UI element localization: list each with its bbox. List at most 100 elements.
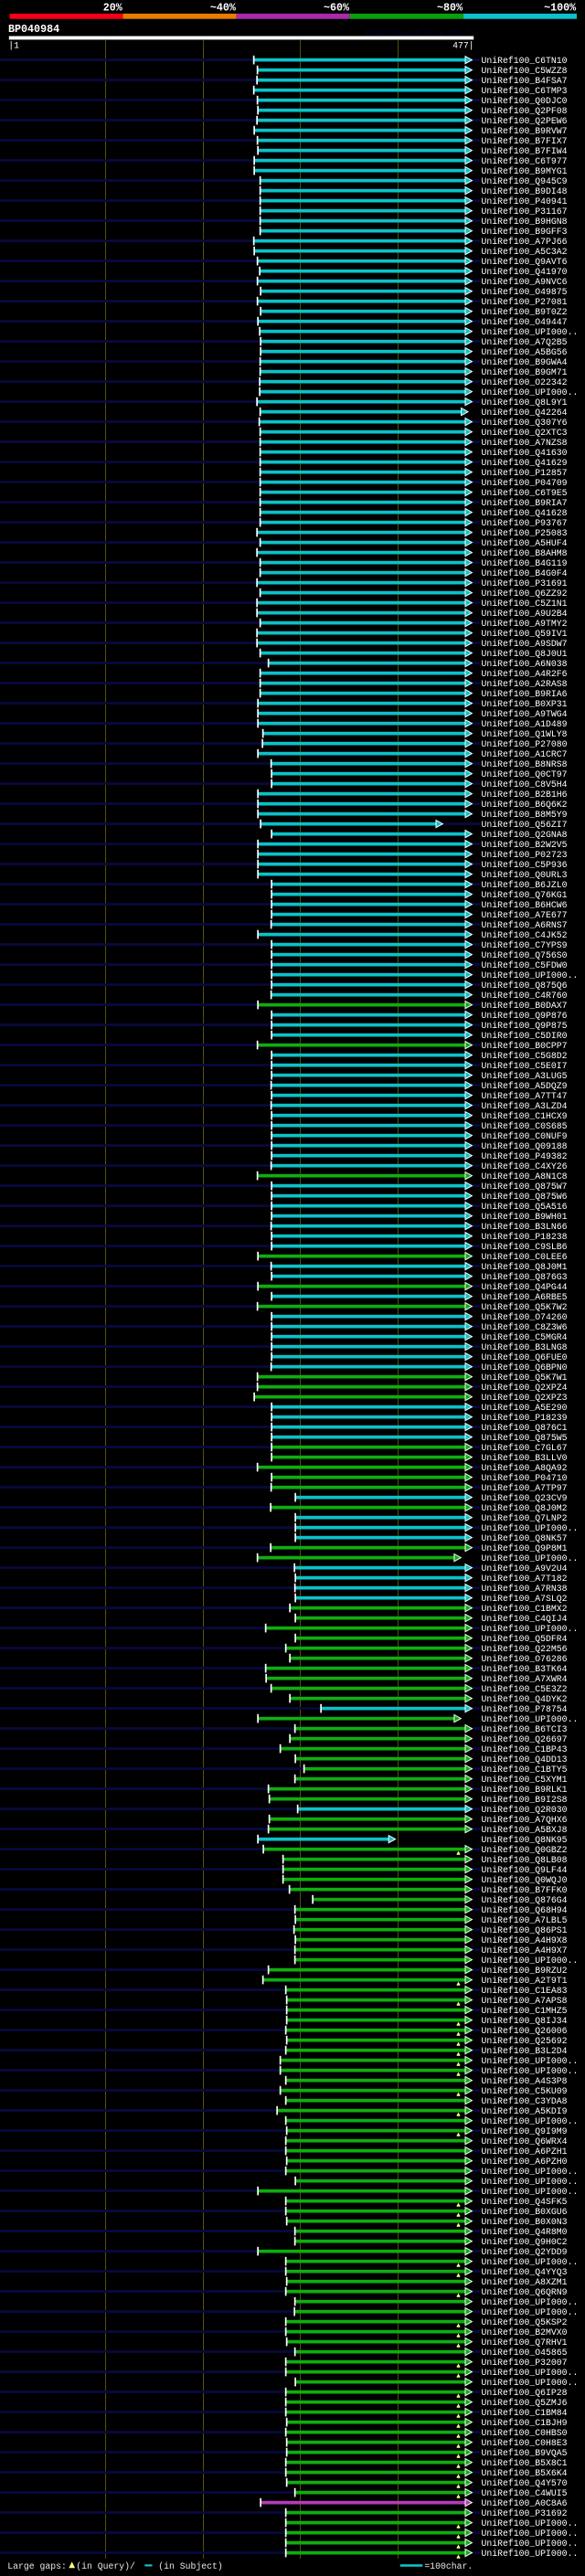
svg-text:UniRef100_B8NRS8: UniRef100_B8NRS8 xyxy=(482,759,568,769)
svg-text:UniRef100_B6JZL0: UniRef100_B6JZL0 xyxy=(482,880,568,890)
svg-text:UniRef100_Q23CV9: UniRef100_Q23CV9 xyxy=(482,1493,568,1503)
svg-text:UniRef100_C5Z1N1: UniRef100_C5Z1N1 xyxy=(482,599,568,609)
svg-text:UniRef100_Q876G4: UniRef100_Q876G4 xyxy=(482,1895,568,1905)
svg-text:UniRef100_UPI000..: UniRef100_UPI000.. xyxy=(482,1624,579,1634)
svg-text:UniRef100_C4WUI5: UniRef100_C4WUI5 xyxy=(482,2488,568,2498)
svg-text:UniRef100_B2MVX0: UniRef100_B2MVX0 xyxy=(482,2327,568,2337)
svg-text:UniRef100_UPI000..: UniRef100_UPI000.. xyxy=(482,2177,579,2187)
svg-text:UniRef100_UPI000..: UniRef100_UPI000.. xyxy=(482,2167,579,2177)
svg-text:UniRef100_Q2XPZ4: UniRef100_Q2XPZ4 xyxy=(482,1383,568,1393)
svg-text:UniRef100_Q6QRN9: UniRef100_Q6QRN9 xyxy=(482,2287,568,2297)
svg-text:UniRef100_B9MYG1: UniRef100_B9MYG1 xyxy=(482,166,568,176)
svg-text:UniRef100_Q5DFR4: UniRef100_Q5DFR4 xyxy=(482,1634,568,1644)
svg-text:UniRef100_P31167: UniRef100_P31167 xyxy=(482,207,568,217)
svg-text:UniRef100_Q4SFK5: UniRef100_Q4SFK5 xyxy=(482,2197,568,2207)
svg-text:UniRef100_Q876C1: UniRef100_Q876C1 xyxy=(482,1423,568,1433)
svg-text:UniRef100_B9I2S8: UniRef100_B9I2S8 xyxy=(482,1795,568,1805)
svg-text:UniRef100_B9GM71: UniRef100_B9GM71 xyxy=(482,367,568,377)
svg-text:UniRef100_A5KDI9: UniRef100_A5KDI9 xyxy=(482,2106,568,2116)
svg-text:UniRef100_B8M5Y9: UniRef100_B8M5Y9 xyxy=(482,810,568,820)
svg-text:477|: 477| xyxy=(452,41,474,51)
svg-text:UniRef100_C5KU09: UniRef100_C5KU09 xyxy=(482,2086,568,2096)
svg-text:UniRef100_O49875: UniRef100_O49875 xyxy=(482,287,568,297)
svg-text:UniRef100_B0XGU6: UniRef100_B0XGU6 xyxy=(482,2207,568,2217)
svg-text:UniRef100_A9TMY2: UniRef100_A9TMY2 xyxy=(482,619,568,629)
svg-text:UniRef100_C4QIJ4: UniRef100_C4QIJ4 xyxy=(482,1614,568,1624)
svg-text:UniRef100_P31692: UniRef100_P31692 xyxy=(482,2508,568,2518)
svg-text:UniRef100_Q2PF08: UniRef100_Q2PF08 xyxy=(482,106,568,116)
svg-text:UniRef100_Q4PG44: UniRef100_Q4PG44 xyxy=(482,1282,568,1292)
svg-text:UniRef100_B3LN66: UniRef100_B3LN66 xyxy=(482,1222,568,1232)
svg-text:UniRef100_UPI000..: UniRef100_UPI000.. xyxy=(482,2297,579,2307)
svg-text:UniRef100_C1BM84: UniRef100_C1BM84 xyxy=(482,2408,568,2418)
svg-text:UniRef100_A3LZD4: UniRef100_A3LZD4 xyxy=(482,1101,568,1111)
svg-text:UniRef100_Q0DJC0: UniRef100_Q0DJC0 xyxy=(482,96,568,106)
svg-text:UniRef100_C4JK52: UniRef100_C4JK52 xyxy=(482,930,568,940)
svg-text:UniRef100_A9TWG4: UniRef100_A9TWG4 xyxy=(482,709,568,719)
svg-text:BP040984: BP040984 xyxy=(8,23,59,36)
svg-text:UniRef100_A7SLQ2: UniRef100_A7SLQ2 xyxy=(482,1594,568,1604)
svg-text:UniRef100_A7NZS8: UniRef100_A7NZS8 xyxy=(482,438,568,448)
svg-text:UniRef100_UPI000..: UniRef100_UPI000.. xyxy=(482,2539,579,2549)
svg-text:UniRef100_Q4Y570: UniRef100_Q4Y570 xyxy=(482,2478,568,2488)
svg-text:AlignView.pm Beta rel.7: AlignView.pm Beta rel.7 xyxy=(365,28,471,37)
svg-text:UniRef100_Q56ZI7: UniRef100_Q56ZI7 xyxy=(482,820,568,830)
svg-text:UniRef100_A7RN38: UniRef100_A7RN38 xyxy=(482,1584,568,1594)
svg-text:UniRef100_Q0URL3: UniRef100_Q0URL3 xyxy=(482,870,568,880)
svg-text:UniRef100_Q8J0U1: UniRef100_Q8J0U1 xyxy=(482,649,568,659)
svg-text:UniRef100_Q875Q6: UniRef100_Q875Q6 xyxy=(482,981,568,991)
svg-text:UniRef100_Q2XPZ3: UniRef100_Q2XPZ3 xyxy=(482,1393,568,1403)
svg-text:UniRef100_Q8IJ34: UniRef100_Q8IJ34 xyxy=(482,2016,568,2026)
svg-text:UniRef100_UPI000..: UniRef100_UPI000.. xyxy=(482,2257,579,2267)
svg-text:UniRef100_C5FDW0: UniRef100_C5FDW0 xyxy=(482,960,568,970)
svg-text:UniRef100_C6TN10: UniRef100_C6TN10 xyxy=(482,56,568,66)
svg-text:UniRef100_B0CPP7: UniRef100_B0CPP7 xyxy=(482,1041,568,1051)
svg-text:UniRef100_B9GFF3: UniRef100_B9GFF3 xyxy=(482,227,568,237)
svg-text:UniRef100_B9DI48: UniRef100_B9DI48 xyxy=(482,186,568,196)
svg-text:UniRef100_A7PJ66: UniRef100_A7PJ66 xyxy=(482,237,568,247)
svg-text:UniRef100_Q9I9M9: UniRef100_Q9I9M9 xyxy=(482,2126,568,2136)
svg-text:UniRef100_Q9LF44: UniRef100_Q9LF44 xyxy=(482,1865,568,1875)
svg-text:~80%: ~80% xyxy=(437,1,463,14)
svg-text:UniRef100_P27080: UniRef100_P27080 xyxy=(482,739,568,749)
svg-text:UniRef100_B7FIX7: UniRef100_B7FIX7 xyxy=(482,136,568,146)
svg-text:UniRef100_B3L2D4: UniRef100_B3L2D4 xyxy=(482,2046,568,2056)
svg-text:UniRef100_C5DIR0: UniRef100_C5DIR0 xyxy=(482,1031,568,1041)
svg-text:UniRef100_Q9H0C2: UniRef100_Q9H0C2 xyxy=(482,2237,568,2247)
svg-text:UniRef100_Q756S0: UniRef100_Q756S0 xyxy=(482,950,568,960)
svg-text:UniRef100_Q59IV1: UniRef100_Q59IV1 xyxy=(482,629,568,639)
svg-text:UniRef100_B4G0F4: UniRef100_B4G0F4 xyxy=(482,568,568,578)
svg-text:UniRef100_P78754: UniRef100_P78754 xyxy=(482,1704,568,1714)
svg-text:UniRef100_UPI000..: UniRef100_UPI000.. xyxy=(482,2056,579,2066)
svg-text:UniRef100_C1MHZ5: UniRef100_C1MHZ5 xyxy=(482,2006,568,2016)
svg-text:UniRef100_C5G8D2: UniRef100_C5G8D2 xyxy=(482,1051,568,1061)
svg-text:UniRef100_A4R2F6: UniRef100_A4R2F6 xyxy=(482,669,568,679)
svg-text:~60%: ~60% xyxy=(324,1,350,14)
svg-text:UniRef100_Q41970: UniRef100_Q41970 xyxy=(482,267,568,277)
svg-text:UniRef100_Q9AVT6: UniRef100_Q9AVT6 xyxy=(482,257,568,267)
svg-text:UniRef100_B6TCI3: UniRef100_B6TCI3 xyxy=(482,1724,568,1734)
svg-text:UniRef100_C8Z3W6: UniRef100_C8Z3W6 xyxy=(482,1322,568,1332)
svg-text:UniRef100_B9T0Z2: UniRef100_B9T0Z2 xyxy=(482,307,568,317)
svg-text:UniRef100_Q5KSP2: UniRef100_Q5KSP2 xyxy=(482,2317,568,2327)
svg-text:UniRef100_B9RVW7: UniRef100_B9RVW7 xyxy=(482,126,568,136)
svg-text:UniRef100_C5P936: UniRef100_C5P936 xyxy=(482,860,568,870)
svg-text:UniRef100_O49447: UniRef100_O49447 xyxy=(482,317,568,327)
svg-text:UniRef100_Q0WQJ0: UniRef100_Q0WQJ0 xyxy=(482,1875,568,1885)
svg-text:UniRef100_A7LBL5: UniRef100_A7LBL5 xyxy=(482,1915,568,1925)
svg-text:UniRef100_C0S685: UniRef100_C0S685 xyxy=(482,1121,568,1131)
svg-text:UniRef100_B0XP31: UniRef100_B0XP31 xyxy=(482,699,568,709)
svg-text:UniRef100_Q945C9: UniRef100_Q945C9 xyxy=(482,176,568,186)
svg-text:UniRef100_UPI000..: UniRef100_UPI000.. xyxy=(482,2116,579,2126)
svg-text:UniRef100_Q26006: UniRef100_Q26006 xyxy=(482,2026,568,2036)
svg-text:UniRef100_UPI000..: UniRef100_UPI000.. xyxy=(482,2528,579,2539)
svg-text:UniRef100_Q76KG1: UniRef100_Q76KG1 xyxy=(482,890,568,900)
svg-text:UniRef100_Q41628: UniRef100_Q41628 xyxy=(482,508,568,518)
svg-text:UniRef100_Q8J0M1: UniRef100_Q8J0M1 xyxy=(482,1262,568,1272)
svg-text:UniRef100_Q25692: UniRef100_Q25692 xyxy=(482,2036,568,2046)
svg-text:UniRef100_B4G119: UniRef100_B4G119 xyxy=(482,558,568,568)
svg-text:UniRef100_C9SLB6: UniRef100_C9SLB6 xyxy=(482,1242,568,1252)
svg-text:UniRef100_A9SDW7: UniRef100_A9SDW7 xyxy=(482,639,568,649)
svg-text:UniRef100_UPI000..: UniRef100_UPI000.. xyxy=(482,1523,579,1533)
svg-text:UniRef100_Q6ZZ92: UniRef100_Q6ZZ92 xyxy=(482,588,568,599)
